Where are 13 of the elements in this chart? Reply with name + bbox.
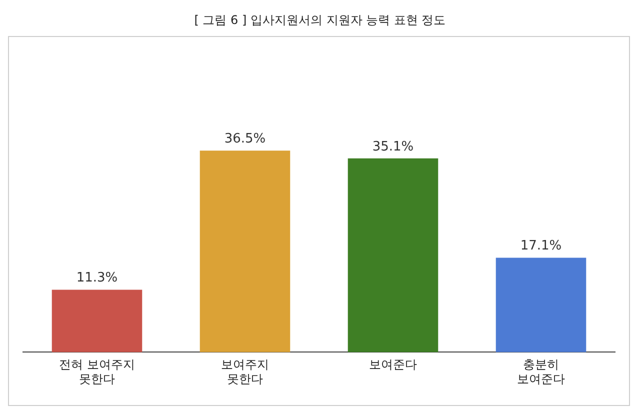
x-tick-label: 보여준다 — [369, 358, 417, 372]
chart-title: [ 그림 6 ] 입사지원서의 지원자 능력 표현 정도 — [193, 12, 447, 29]
x-tick-label: 충분히 보여준다 — [517, 358, 565, 386]
data-label: 36.5% — [224, 132, 266, 147]
bar — [496, 258, 586, 352]
data-label: 35.1% — [372, 139, 414, 154]
data-label: 17.1% — [520, 238, 562, 254]
bar — [348, 158, 438, 352]
x-tick-label: 전혀 보여주지 못한다 — [59, 358, 135, 386]
x-tick-label: 보여주지 못한다 — [221, 358, 269, 386]
bar — [52, 290, 142, 352]
bar — [200, 150, 290, 352]
data-label: 11.3% — [76, 270, 118, 286]
